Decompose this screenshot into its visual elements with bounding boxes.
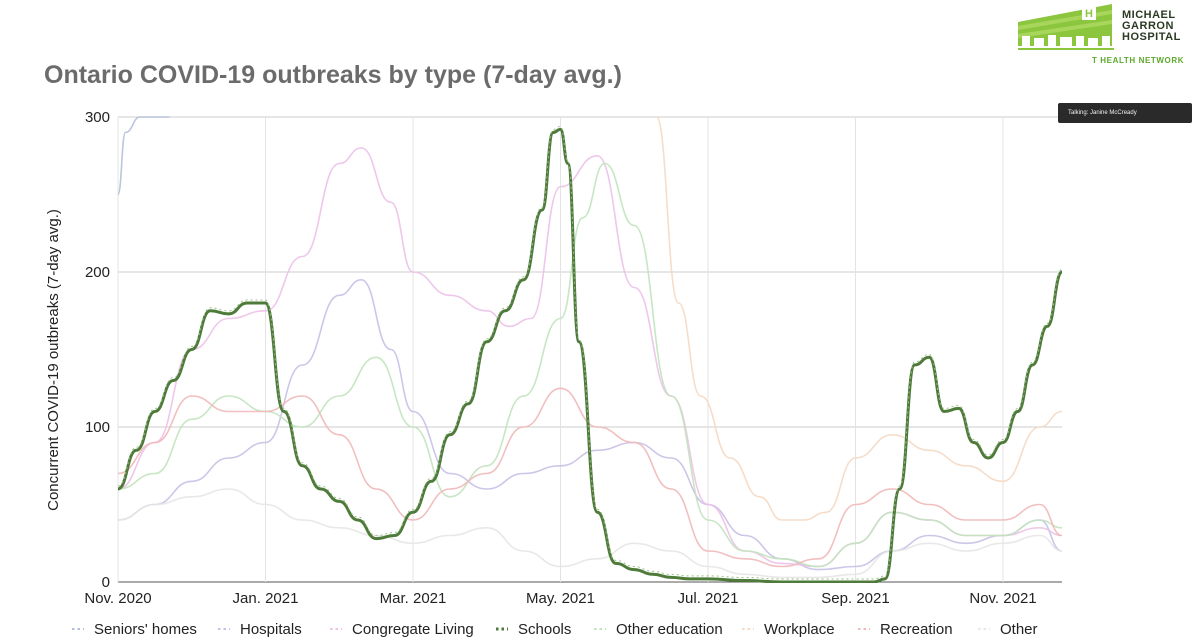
legend-label-seniors-homes: Seniors' homes [94,621,197,638]
hospital-name: MICHAEL GARRON HOSPITAL [1122,10,1181,43]
hospital-name-line3: HOSPITAL [1122,31,1181,43]
series-line-schools [118,127,1062,583]
axis-ticks: 0 100 200 300 Nov. 2020 Jan. 2021 Mar. 2021 May… [84,109,1036,607]
hospital-logo-mark: H [1018,4,1114,50]
y-tick-label-1: 100 [85,419,110,436]
legend-item-recreation[interactable]: Recreation [858,621,953,638]
series-line-other [118,488,1062,579]
legend-item-schools[interactable]: Schools [496,621,571,638]
series-daily-schools [118,125,1062,580]
series-line-other-education [118,162,1062,568]
legend-item-congregate-living[interactable]: Congregate Living [330,621,474,638]
hospital-logo: H MICHAEL GARRON HOSPITAL T HEALTH NETWO… [1016,2,1194,68]
x-tick-label-6: Nov. 2021 [969,590,1036,607]
legend-label-congregate-living: Congregate Living [352,621,474,638]
series-lines [118,116,1062,583]
chart-title: Ontario COVID-19 outbreaks by type (7-da… [44,61,622,89]
legend-item-other[interactable]: Other [978,621,1038,638]
legend-label-recreation: Recreation [880,621,953,638]
legend-label-workplace: Workplace [764,621,835,638]
legend-label-schools: Schools [518,621,571,638]
y-tick-label-3: 300 [85,109,110,126]
x-tick-label-5: Sep. 2021 [821,590,889,607]
legend-item-seniors-homes[interactable]: Seniors' homes [72,621,197,638]
svg-text:H: H [1085,8,1093,20]
y-axis-label: Concurrent COVID-19 outbreaks (7-day avg… [45,209,62,511]
grid [117,116,1062,583]
x-tick-label-1: Jan. 2021 [233,590,299,607]
y-tick-label-0: 0 [102,574,110,591]
x-tick-label-4: Jul. 2021 [678,590,739,607]
legend: Seniors' homes Hospitals Congregate Living… [72,621,1038,638]
talking-indicator: Talking: Janine McCready [1058,103,1192,123]
legend-item-workplace[interactable]: Workplace [742,621,835,638]
legend-label-other: Other [1000,621,1038,638]
hospital-name-line1: MICHAEL [1122,9,1176,21]
x-tick-label-3: May. 2021 [526,590,595,607]
series-line-workplace [655,116,1062,521]
legend-item-hospitals[interactable]: Hospitals [218,621,302,638]
series-line-seniors-homes [118,116,170,196]
y-tick-label-2: 200 [85,264,110,281]
x-tick-label-2: Mar. 2021 [380,590,447,607]
x-tick-label-0: Nov. 2020 [84,590,151,607]
health-network-label: T HEALTH NETWORK [1092,56,1185,65]
legend-item-other-education[interactable]: Other education [594,621,723,638]
hospital-name-line2: GARRON [1122,20,1174,32]
legend-label-hospitals: Hospitals [240,621,302,638]
legend-label-other-education: Other education [616,621,723,638]
